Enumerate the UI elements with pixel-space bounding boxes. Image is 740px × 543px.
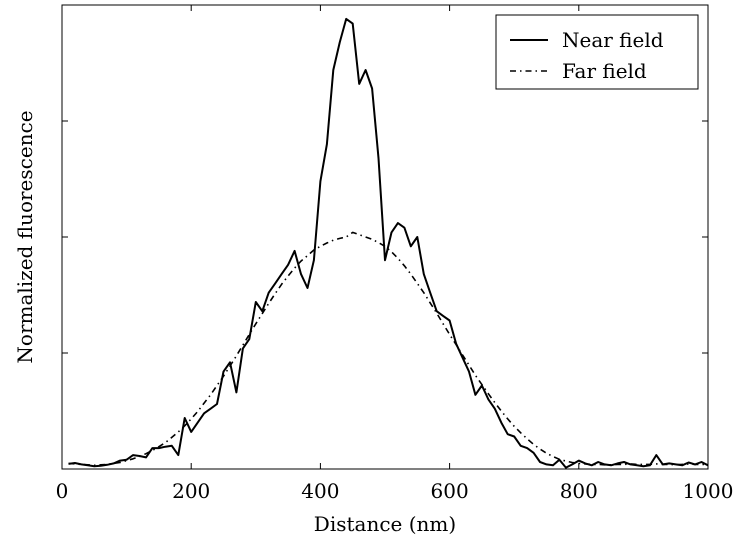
legend-label-far-field: Far field	[562, 59, 647, 83]
x-axis-label: Distance (nm)	[314, 512, 456, 536]
x-tick-labels: 0 200 400 600 800 1000	[56, 479, 734, 503]
x-tick-label: 800	[560, 479, 598, 503]
x-tick-label: 1000	[683, 479, 734, 503]
x-tick-label: 400	[301, 479, 339, 503]
y-axis-label: Normalized fluorescence	[13, 110, 37, 363]
legend: Near field Far field	[495, 14, 699, 90]
legend-box	[495, 14, 699, 90]
series-line-far-field	[68, 231, 708, 467]
series-lines	[68, 17, 709, 469]
x-tick-label: 600	[431, 479, 469, 503]
x-tick-label: 0	[56, 479, 69, 503]
series-line-near-field	[68, 17, 709, 469]
legend-label-near-field: Near field	[562, 28, 664, 52]
x-tick-label: 200	[172, 479, 210, 503]
